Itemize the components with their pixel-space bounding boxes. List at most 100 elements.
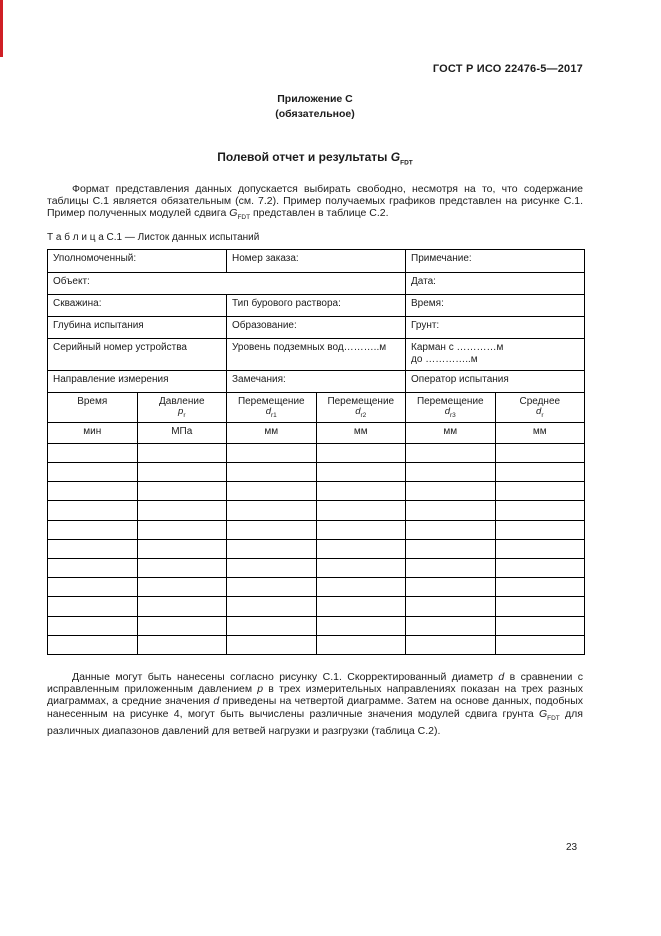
test-data-sheet-table: Уполномоченный: Номер заказа: Примечание… [46, 249, 586, 655]
cell-time: Время: [405, 294, 586, 317]
title-text: Полевой отчет и результаты [217, 150, 391, 164]
empty-cell [315, 615, 407, 636]
empty-cell [136, 481, 228, 502]
empty-cell [47, 615, 138, 636]
col-header-pressure: Давление pr [136, 392, 228, 423]
empty-cell [226, 558, 317, 579]
empty-cell [405, 577, 496, 598]
unit-displacement-3: мм [405, 421, 496, 444]
outro-text-2: в сравнении с исправленным приложенным д… [47, 671, 583, 696]
empty-cell [47, 596, 138, 617]
empty-cell [47, 442, 138, 464]
empty-cell [47, 500, 138, 521]
outro-paragraph: Данные могут быть нанесены согласно рису… [47, 671, 583, 737]
empty-cell [136, 519, 228, 540]
empty-cell [47, 462, 138, 483]
empty-cell [136, 558, 228, 579]
title-symbol-sub: FDT [400, 159, 413, 167]
empty-cell [315, 577, 407, 598]
empty-cell [494, 634, 586, 655]
empty-cell [226, 442, 317, 464]
empty-data-row [47, 481, 586, 502]
table-row: Серийный номер устройства Уровень подзем… [46, 338, 586, 371]
unit-displacement-1: мм [226, 421, 317, 444]
empty-cell [226, 615, 317, 636]
empty-data-row [47, 462, 586, 483]
empty-data-row [47, 558, 586, 579]
empty-rows [47, 442, 586, 655]
empty-data-row [47, 596, 586, 617]
intro-text: Формат представления данных допускается … [47, 183, 583, 220]
empty-cell [405, 634, 496, 655]
empty-cell [494, 538, 586, 560]
page-title: Полевой отчет и результаты GFDT [47, 150, 583, 166]
empty-cell [405, 538, 496, 560]
empty-cell [494, 615, 586, 636]
empty-data-row [47, 634, 586, 655]
empty-cell [136, 500, 228, 521]
appendix-heading: Приложение С (обязательное) [47, 92, 583, 122]
table-caption: Т а б л и ц а С.1 — Листок данных испыта… [47, 232, 260, 243]
empty-cell [315, 462, 407, 483]
intro-symbol: G [229, 207, 238, 220]
empty-cell [226, 634, 317, 655]
cell-test-operator: Оператор испытания [405, 370, 586, 393]
empty-cell [405, 596, 496, 617]
empty-cell [405, 481, 496, 502]
outro-var-p: p [257, 683, 264, 696]
empty-cell [226, 481, 317, 502]
empty-cell [226, 596, 317, 617]
empty-cell [494, 481, 586, 502]
col-header-displacement-1: Перемещение dr1 [226, 392, 317, 423]
empty-data-row [47, 577, 586, 598]
empty-cell [494, 462, 586, 483]
intro-text-2: представлен в таблице С.2. [250, 207, 389, 220]
cell-authorized: Уполномоченный: [46, 249, 228, 273]
empty-cell [136, 538, 228, 560]
outro-text-3: в трех измерительных направлениях показа… [47, 683, 583, 708]
empty-cell [405, 519, 496, 540]
empty-cell [226, 538, 317, 560]
cell-groundwater-level: Уровень подземных вод………..м [226, 338, 407, 371]
empty-cell [405, 462, 496, 483]
outro-var-d: d [498, 671, 505, 683]
cell-mud-type: Тип бурового раствора: [226, 294, 407, 317]
info-section: Уполномоченный: Номер заказа: Примечание… [46, 249, 586, 444]
empty-cell [47, 634, 138, 655]
empty-cell [494, 596, 586, 617]
table-row: Объект: Дата: [46, 272, 586, 295]
empty-cell [315, 634, 407, 655]
empty-cell [315, 558, 407, 579]
intro-symbol-sub: FDT [237, 214, 251, 222]
table-row: Направление измерения Замечания: Операто… [46, 370, 586, 393]
title-symbol: G [390, 150, 401, 164]
empty-data-row [47, 538, 586, 560]
empty-cell [315, 500, 407, 521]
empty-cell [47, 577, 138, 598]
empty-data-row [47, 500, 586, 521]
empty-cell [47, 481, 138, 502]
cell-test-depth: Глубина испытания [46, 316, 228, 339]
empty-cell [494, 577, 586, 598]
cell-measure-direction: Направление измерения [46, 370, 228, 393]
appendix-note: (обязательное) [275, 108, 355, 120]
empty-cell [136, 596, 228, 617]
empty-data-row [47, 442, 586, 464]
unit-pressure: МПа [136, 421, 228, 444]
cell-object: Объект: [46, 272, 407, 295]
col-header-time: Время [47, 392, 138, 423]
cell-borehole: Скважина: [46, 294, 228, 317]
cell-device-serial: Серийный номер устройства [46, 338, 228, 371]
col-header-displacement-2: Перемещение dr2 [315, 392, 407, 423]
empty-cell [136, 462, 228, 483]
page-number: 23 [566, 842, 578, 853]
unit-average: мм [494, 421, 586, 444]
empty-cell [405, 442, 496, 464]
unit-time: мин [47, 421, 138, 444]
table-row: Глубина испытания Образование: Грунт: [46, 316, 586, 339]
empty-cell [226, 519, 317, 540]
col-header-displacement-3: Перемещение dr3 [405, 392, 496, 423]
doc-code: ГОСТ Р ИСО 22476-5—2017 [432, 63, 583, 75]
empty-cell [494, 500, 586, 521]
unit-displacement-2: мм [315, 421, 407, 444]
